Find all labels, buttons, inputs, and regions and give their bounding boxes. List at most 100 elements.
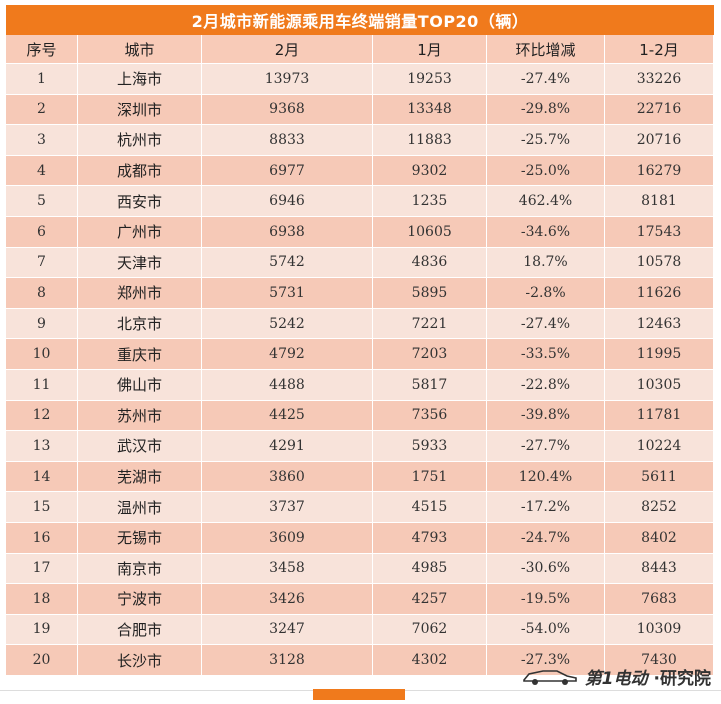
cell-city: 深圳市	[78, 94, 202, 126]
cell-feb: 3247	[202, 614, 373, 646]
logo-brand-text: 第1电动	[584, 668, 648, 689]
cell-jan-feb: 7683	[605, 584, 714, 615]
cell-city: 杭州市	[78, 125, 202, 156]
cell-jan: 5817	[373, 369, 487, 401]
cell-rank: 9	[6, 308, 78, 340]
cell-rank: 2	[6, 94, 78, 126]
cell-feb: 4425	[202, 400, 373, 432]
cell-rank: 16	[6, 522, 78, 554]
cell-rank: 3	[6, 125, 78, 156]
table-row: 3 杭州市 8833 11883 -25.7% 20716	[6, 125, 714, 156]
table-title: 2月城市新能源乘用车终端销量TOP20（辆）	[6, 5, 714, 35]
cell-feb: 3426	[202, 584, 373, 615]
cell-mom-change: -33.5%	[487, 339, 605, 370]
col-header-mom-change: 环比增减	[487, 35, 605, 64]
cell-feb: 3860	[202, 461, 373, 493]
cell-mom-change: -30.6%	[487, 553, 605, 585]
cell-jan-feb: 7430	[605, 645, 714, 676]
cell-rank: 7	[6, 247, 78, 279]
cell-city: 无锡市	[78, 522, 202, 554]
cell-jan-feb: 17543	[605, 216, 714, 248]
cell-jan-feb: 8252	[605, 492, 714, 523]
cell-feb: 8833	[202, 125, 373, 156]
cell-feb: 6938	[202, 216, 373, 248]
cell-mom-change: -24.7%	[487, 522, 605, 554]
footer-accent-tab	[313, 689, 405, 700]
cell-city: 天津市	[78, 247, 202, 279]
table-row: 10 重庆市 4792 7203 -33.5% 11995	[6, 339, 714, 370]
cell-city: 郑州市	[78, 278, 202, 309]
cell-feb: 3737	[202, 492, 373, 523]
cell-mom-change: -29.8%	[487, 94, 605, 126]
cell-feb: 5731	[202, 278, 373, 309]
table-row: 17 南京市 3458 4985 -30.6% 8443	[6, 553, 714, 585]
table-row: 7 天津市 5742 4836 18.7% 10578	[6, 247, 714, 279]
cell-city: 苏州市	[78, 400, 202, 432]
cell-city: 合肥市	[78, 614, 202, 646]
cell-feb: 6946	[202, 186, 373, 217]
brand-logo: 第1电动 ·研究院	[521, 664, 711, 689]
table-row: 13 武汉市 4291 5933 -27.7% 10224	[6, 431, 714, 462]
col-header-city: 城市	[78, 35, 202, 64]
cell-feb: 4488	[202, 369, 373, 401]
cell-mom-change: 120.4%	[487, 461, 605, 493]
cell-feb: 4291	[202, 431, 373, 462]
cell-mom-change: -22.8%	[487, 369, 605, 401]
cell-rank: 18	[6, 584, 78, 615]
cell-rank: 13	[6, 431, 78, 462]
cell-feb: 3458	[202, 553, 373, 585]
cell-jan: 13348	[373, 94, 487, 126]
table-row: 2 深圳市 9368 13348 -29.8% 22716	[6, 94, 714, 126]
cell-jan: 7203	[373, 339, 487, 370]
table-row: 6 广州市 6938 10605 -34.6% 17543	[6, 216, 714, 248]
cell-city: 芜湖市	[78, 461, 202, 493]
cell-jan: 1751	[373, 461, 487, 493]
cell-jan-feb: 8443	[605, 553, 714, 585]
cell-feb: 3609	[202, 522, 373, 554]
table-row: 9 北京市 5242 7221 -27.4% 12463	[6, 308, 714, 340]
cell-jan-feb: 10224	[605, 431, 714, 462]
logo-suffix-text: ·研究院	[653, 668, 711, 689]
cell-jan-feb: 10309	[605, 614, 714, 646]
table-row: 8 郑州市 5731 5895 -2.8% 11626	[6, 278, 714, 309]
cell-jan-feb: 8181	[605, 186, 714, 217]
cell-jan: 4793	[373, 522, 487, 554]
col-header-feb: 2月	[202, 35, 373, 64]
cell-city: 宁波市	[78, 584, 202, 615]
cell-city: 佛山市	[78, 369, 202, 401]
cell-feb: 3128	[202, 645, 373, 676]
cell-rank: 17	[6, 553, 78, 585]
table-row: 11 佛山市 4488 5817 -22.8% 10305	[6, 369, 714, 401]
cell-jan: 5933	[373, 431, 487, 462]
cell-jan: 7062	[373, 614, 487, 646]
cell-feb: 9368	[202, 94, 373, 126]
cell-jan: 9302	[373, 155, 487, 187]
cell-mom-change: 18.7%	[487, 247, 605, 279]
table-row: 15 温州市 3737 4515 -17.2% 8252	[6, 492, 714, 523]
cell-jan: 4302	[373, 645, 487, 676]
cell-rank: 5	[6, 186, 78, 217]
cell-jan-feb: 22716	[605, 94, 714, 126]
cell-jan: 19253	[373, 64, 487, 95]
table-row: 5 西安市 6946 1235 462.4% 8181	[6, 186, 714, 217]
cell-jan: 7221	[373, 308, 487, 340]
cell-rank: 1	[6, 64, 78, 95]
cell-jan: 11883	[373, 125, 487, 156]
cell-mom-change: -17.2%	[487, 492, 605, 523]
cell-jan-feb: 16279	[605, 155, 714, 187]
cell-rank: 10	[6, 339, 78, 370]
cell-city: 上海市	[78, 64, 202, 95]
table-row: 14 芜湖市 3860 1751 120.4% 5611	[6, 461, 714, 493]
cell-city: 北京市	[78, 308, 202, 340]
cell-rank: 6	[6, 216, 78, 248]
cell-jan-feb: 11626	[605, 278, 714, 309]
cell-mom-change: -27.4%	[487, 64, 605, 95]
cell-jan-feb: 11781	[605, 400, 714, 432]
cell-mom-change: -25.7%	[487, 125, 605, 156]
ranking-table-panel: 2月城市新能源乘用车终端销量TOP20（辆） 序号 城市 2月 1月 环比增减 …	[6, 5, 714, 676]
cell-city: 重庆市	[78, 339, 202, 370]
cell-jan: 1235	[373, 186, 487, 217]
cell-city: 西安市	[78, 186, 202, 217]
cell-jan-feb: 10305	[605, 369, 714, 401]
cell-city: 广州市	[78, 216, 202, 248]
